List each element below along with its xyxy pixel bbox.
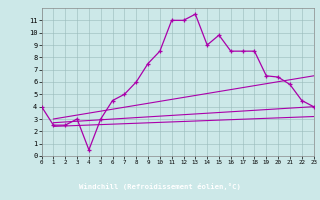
Text: Windchill (Refroidissement éolien,°C): Windchill (Refroidissement éolien,°C) <box>79 184 241 190</box>
